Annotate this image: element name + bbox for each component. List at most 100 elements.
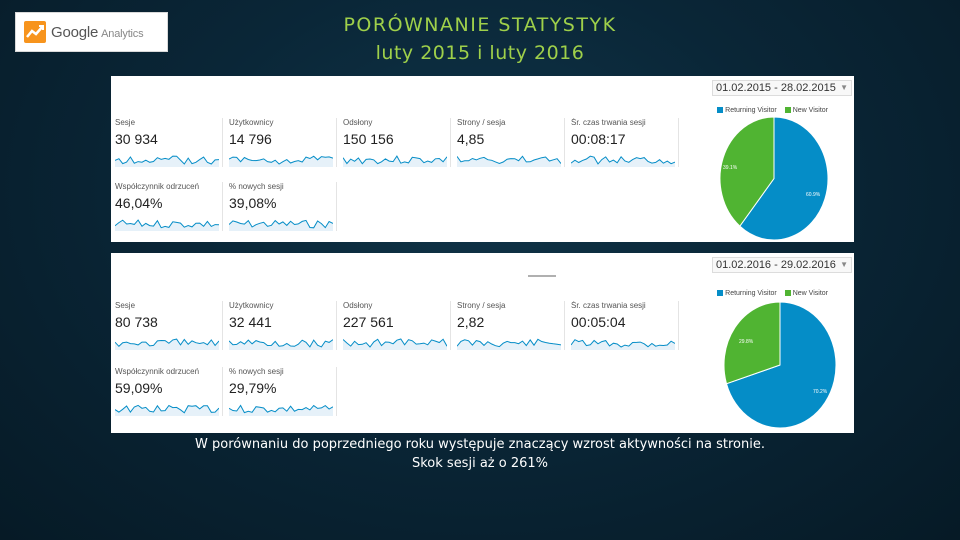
pie-slice-new — [719, 116, 775, 227]
logo-brand: Google — [51, 23, 99, 41]
visitor-pie-chart: 29.8% 70.2% — [723, 301, 837, 429]
metric-sessions: Sesje 30 934 — [115, 118, 223, 167]
metric-pageviews: Odsłony 227 561 — [343, 301, 451, 350]
pie-slice-returning — [725, 301, 837, 429]
sparkline-line — [343, 338, 447, 348]
pie-slice-new — [723, 301, 781, 385]
sparkline — [115, 404, 219, 416]
sparkline-area — [571, 156, 675, 167]
sparkline-line — [115, 404, 219, 414]
sparkline — [229, 219, 333, 231]
metric-value: 00:05:04 — [571, 314, 626, 330]
sparkline-line — [229, 219, 333, 229]
logo-product: Analytics — [101, 27, 144, 40]
metric-value: 2,82 — [457, 314, 485, 330]
legend-item-returning: Returning Visitor — [717, 290, 777, 297]
sparkline-line — [229, 155, 333, 165]
metric-label: Śr. czas trwania sesji — [571, 118, 646, 127]
metric-label: % nowych sesji — [229, 182, 284, 191]
sparkline — [571, 339, 675, 350]
google-analytics-logo: Google Analytics — [15, 12, 168, 52]
metric-value: 4,85 — [457, 131, 485, 147]
metric-users: Użytkownicy 14 796 — [229, 118, 337, 167]
legend-label: Returning Visitor — [725, 107, 777, 114]
chevron-down-icon: ▼ — [840, 83, 848, 92]
metric-value: 30 934 — [115, 131, 158, 147]
sparkline — [229, 155, 333, 167]
metric-label: Współczynnik odrzuceń — [115, 367, 200, 376]
metric-label: Śr. czas trwania sesji — [571, 301, 646, 310]
metric-label: Odsłony — [343, 301, 373, 310]
metric-sessions: Sesje 80 738 — [115, 301, 223, 350]
date-range-selector[interactable]: 01.02.2016 - 29.02.2016 ▼ — [712, 257, 852, 273]
metric-avg-session-duration: Śr. czas trwania sesji 00:05:04 — [571, 301, 679, 350]
pie-label-returning: 60.9% — [806, 192, 821, 198]
sparkline-area — [457, 156, 561, 167]
pie-label-new: 39.1% — [723, 165, 738, 171]
sparkline-line — [115, 155, 219, 165]
metric-value: 00:08:17 — [571, 131, 626, 147]
legend-label: New Visitor — [792, 107, 828, 114]
sparkline-area — [343, 156, 447, 167]
visitor-pie-chart: 39.1% 60.9% — [719, 116, 829, 241]
date-range-selector[interactable]: 01.02.2015 - 28.02.2015 ▼ — [712, 80, 852, 96]
sparkline — [457, 155, 561, 167]
metric-label: Współczynnik odrzuceń — [115, 182, 200, 191]
metric-value: 32 441 — [229, 314, 272, 330]
metric-label: % nowych sesji — [229, 367, 284, 376]
sparkline — [229, 404, 333, 416]
sparkline-area — [229, 339, 333, 350]
caption-line-1: W porównaniu do poprzedniego roku występ… — [195, 437, 765, 452]
pie-legend: Returning Visitor New Visitor — [717, 290, 834, 297]
metric-label: Strony / sesja — [457, 118, 506, 127]
metric-label: Użytkownicy — [229, 301, 274, 310]
legend-label: New Visitor — [792, 290, 828, 297]
sparkline — [343, 155, 447, 167]
metric-pageviews: Odsłony 150 156 — [343, 118, 451, 167]
sparkline-area — [229, 405, 333, 416]
legend-item-new: New Visitor — [784, 107, 828, 114]
sparkline — [115, 155, 219, 167]
pie-legend: Returning Visitor New Visitor — [717, 107, 834, 114]
metric-pages-per-session: Strony / sesja 4,85 — [457, 118, 565, 167]
metric-users: Użytkownicy 32 441 — [229, 301, 337, 350]
metric-value: 46,04% — [115, 195, 163, 211]
sparkline — [115, 219, 219, 231]
divider — [528, 275, 556, 277]
sparkline — [343, 338, 447, 350]
metric-label: Sesje — [115, 118, 136, 127]
stats-panel-2015: Sesje 30 934 Użytkownicy 14 796 Odsłony … — [111, 76, 854, 242]
pie-slice-returning — [739, 116, 829, 241]
metric-value: 80 738 — [115, 314, 158, 330]
sparkline — [571, 155, 675, 167]
sparkline-line — [343, 155, 447, 165]
page-title: PORÓWNANIE STATYSTYK — [343, 14, 617, 36]
metric-new-sessions: % nowych sesji 39,08% — [229, 182, 337, 231]
sparkline-area — [229, 156, 333, 167]
metric-avg-session-duration: Śr. czas trwania sesji 00:08:17 — [571, 118, 679, 167]
sparkline — [115, 338, 219, 350]
sparkline-line — [457, 338, 561, 348]
metric-value: 227 561 — [343, 314, 394, 330]
pie-label-new: 29.8% — [739, 339, 754, 345]
metric-value: 39,08% — [229, 195, 277, 211]
legend-label: Returning Visitor — [725, 290, 777, 297]
stats-panel-2016: Sesje 80 738 Użytkownicy 32 441 Odsłony … — [111, 253, 854, 433]
metric-value: 29,79% — [229, 380, 277, 396]
sparkline-area — [115, 156, 219, 167]
sparkline — [457, 338, 561, 350]
sparkline-line — [571, 155, 675, 165]
caption-line-2: Skok sesji aż o 261% — [411, 456, 548, 471]
legend-item-returning: Returning Visitor — [717, 107, 777, 114]
sparkline-line — [115, 219, 219, 229]
sparkline-area — [115, 339, 219, 350]
sparkline-area — [571, 339, 675, 350]
metric-label: Sesje — [115, 301, 136, 310]
metric-label: Odsłony — [343, 118, 373, 127]
metric-new-sessions: % nowych sesji 29,79% — [229, 367, 337, 416]
metric-bounce-rate: Współczynnik odrzuceń 59,09% — [115, 367, 223, 416]
sparkline-area — [343, 339, 447, 350]
metric-value: 14 796 — [229, 131, 272, 147]
metric-value: 59,09% — [115, 380, 163, 396]
sparkline-line — [571, 339, 675, 348]
